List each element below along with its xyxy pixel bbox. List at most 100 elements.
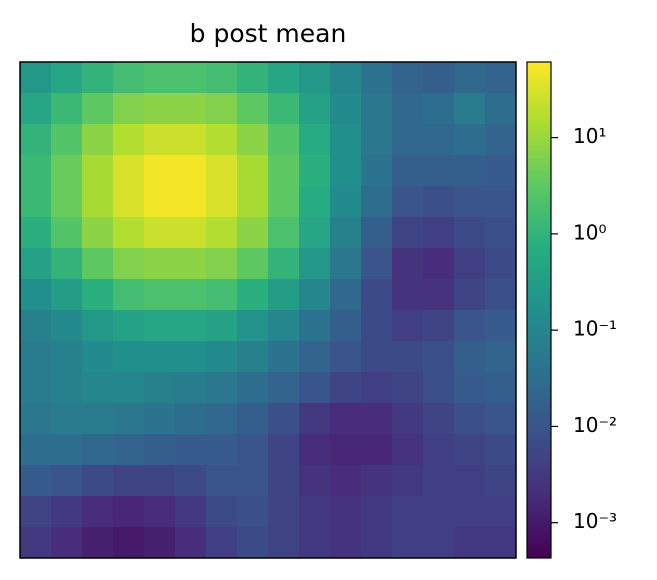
heatmap-cell	[392, 124, 424, 156]
heatmap-cell	[82, 62, 114, 94]
heatmap-cell	[330, 465, 362, 497]
heatmap-cell	[299, 217, 331, 249]
heatmap-cell	[175, 465, 207, 497]
heatmap-cell	[392, 434, 424, 466]
heatmap-cell	[51, 124, 83, 156]
heatmap-cell	[113, 124, 145, 156]
heatmap-cell	[113, 279, 145, 311]
heatmap-cell	[113, 310, 145, 342]
heatmap-cell	[268, 62, 300, 94]
heatmap-cell	[485, 124, 517, 156]
colorbar-tick-label: 10¹	[573, 124, 606, 148]
heatmap-cell	[51, 248, 83, 280]
heatmap-cell	[51, 310, 83, 342]
heatmap-cell	[113, 465, 145, 497]
heatmap-cell	[392, 155, 424, 187]
heatmap-cell	[361, 527, 393, 559]
heatmap-cell	[144, 341, 176, 373]
heatmap-cell	[20, 124, 52, 156]
heatmap-cell	[20, 310, 52, 342]
heatmap	[20, 62, 517, 559]
heatmap-cell	[113, 496, 145, 528]
heatmap-cell	[175, 62, 207, 94]
heatmap-cell	[423, 155, 455, 187]
heatmap-cell	[113, 217, 145, 249]
heatmap-cell	[485, 155, 517, 187]
heatmap-cell	[51, 527, 83, 559]
heatmap-cell	[392, 217, 424, 249]
heatmap-cell	[392, 403, 424, 435]
heatmap-cell	[485, 279, 517, 311]
heatmap-cell	[206, 527, 238, 559]
heatmap-cell	[206, 434, 238, 466]
heatmap-cell	[392, 496, 424, 528]
heatmap-cell	[268, 217, 300, 249]
heatmap-cell	[237, 124, 269, 156]
heatmap-cell	[144, 403, 176, 435]
heatmap-cell	[423, 434, 455, 466]
heatmap-cell	[144, 217, 176, 249]
heatmap-cell	[237, 310, 269, 342]
heatmap-cell	[423, 403, 455, 435]
heatmap-cell	[82, 372, 114, 404]
heatmap-cell	[237, 496, 269, 528]
heatmap-cell	[175, 403, 207, 435]
heatmap-cell	[113, 372, 145, 404]
heatmap-cell	[299, 341, 331, 373]
heatmap-cell	[144, 465, 176, 497]
heatmap-cell	[82, 124, 114, 156]
heatmap-cell	[144, 93, 176, 125]
heatmap-cell	[299, 155, 331, 187]
heatmap-cell	[82, 155, 114, 187]
heatmap-cell	[423, 279, 455, 311]
heatmap-cell	[206, 372, 238, 404]
heatmap-cell	[454, 527, 486, 559]
heatmap-cell	[51, 341, 83, 373]
plot-frame	[19, 61, 517, 559]
heatmap-cell	[423, 341, 455, 373]
heatmap-cell	[268, 372, 300, 404]
heatmap-cell	[268, 527, 300, 559]
heatmap-cell	[299, 279, 331, 311]
heatmap-cell	[299, 527, 331, 559]
heatmap-cell	[454, 496, 486, 528]
heatmap-cell	[361, 341, 393, 373]
heatmap-cell	[82, 217, 114, 249]
heatmap-cell	[485, 93, 517, 125]
heatmap-cell	[330, 186, 362, 218]
heatmap-cell	[392, 279, 424, 311]
heatmap-cell	[330, 155, 362, 187]
heatmap-cell	[82, 93, 114, 125]
heatmap-cell	[237, 248, 269, 280]
heatmap-cell	[454, 403, 486, 435]
heatmap-cell	[330, 434, 362, 466]
heatmap-cell	[423, 248, 455, 280]
heatmap-cell	[51, 434, 83, 466]
heatmap-cell	[113, 527, 145, 559]
colorbar	[526, 61, 552, 559]
heatmap-cell	[454, 155, 486, 187]
heatmap-cell	[330, 372, 362, 404]
heatmap-cell	[423, 62, 455, 94]
heatmap-cell	[237, 279, 269, 311]
heatmap-cell	[330, 279, 362, 311]
heatmap-cell	[20, 248, 52, 280]
heatmap-cell	[206, 496, 238, 528]
heatmap-cell	[299, 434, 331, 466]
heatmap-cell	[206, 93, 238, 125]
heatmap-cell	[423, 465, 455, 497]
heatmap-cell	[392, 62, 424, 94]
heatmap-cell	[299, 93, 331, 125]
heatmap-cell	[299, 186, 331, 218]
heatmap-cell	[206, 186, 238, 218]
heatmap-cell	[144, 434, 176, 466]
heatmap-cell	[423, 124, 455, 156]
heatmap-cell	[51, 372, 83, 404]
heatmap-cell	[485, 62, 517, 94]
heatmap-cell	[175, 93, 207, 125]
heatmap-cell	[175, 341, 207, 373]
heatmap-cell	[20, 527, 52, 559]
heatmap-cell	[237, 403, 269, 435]
heatmap-cell	[423, 217, 455, 249]
heatmap-cell	[299, 124, 331, 156]
